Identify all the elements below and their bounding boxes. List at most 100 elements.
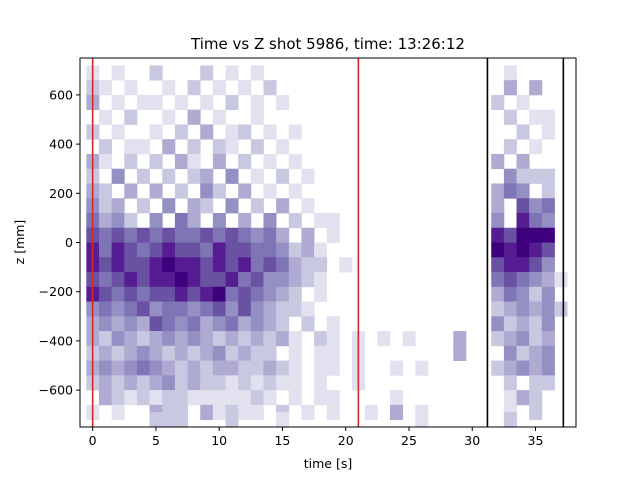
heatmap-cell [174,94,188,111]
heatmap-cell [250,375,264,391]
heatmap-cell [516,168,530,184]
heatmap-cell [225,390,239,406]
heatmap-cell [529,390,543,406]
heatmap-cell [288,345,302,361]
heatmap-cell [124,375,138,391]
heatmap-cell [187,286,201,302]
heatmap-cell [111,316,125,332]
heatmap-cell [529,286,543,302]
heatmap-cell [225,65,239,81]
heatmap-cell [250,390,264,406]
heatmap-cell [212,183,226,199]
heatmap-cell [238,272,252,288]
heatmap-cell [136,198,150,214]
heatmap-cell [516,257,530,273]
heatmap-cell [162,80,176,96]
heatmap-cell [124,301,138,317]
heatmap-cell [326,316,340,332]
heatmap-cell [149,183,163,199]
heatmap-cell [98,345,113,361]
heatmap-cell [98,375,113,391]
heatmap-cell [288,286,302,302]
heatmap-cell [200,183,214,199]
heatmap-cell [162,242,176,258]
y-tick-label: 400 [49,137,73,152]
heatmap-cell [98,109,113,125]
heatmap-cell [554,272,568,288]
heatmap-cell [301,272,315,288]
heatmap-cell [238,212,252,229]
heatmap-cell [174,301,188,317]
heatmap-cell [225,316,239,332]
heatmap-cell [288,183,302,199]
heatmap-cell [314,390,328,406]
heatmap-cell [541,257,555,273]
heatmap-cell [541,345,555,361]
heatmap-cell [288,153,302,170]
heatmap-cell [212,212,226,229]
heatmap-cell [225,168,239,184]
heatmap-cell [238,375,252,391]
heatmap-cell [98,227,113,243]
heatmap-cell [491,360,505,376]
heatmap-cell [276,198,290,214]
heatmap-cell [200,198,214,214]
heatmap-cell [212,331,226,347]
heatmap-cell [124,153,138,170]
heatmap-cell [98,316,113,332]
heatmap-cell [200,331,214,347]
heatmap-cell [491,212,505,229]
heatmap-cell [111,198,125,214]
heatmap-cell [529,168,543,184]
heatmap-cell [503,331,517,347]
heatmap-cell [250,109,264,125]
heatmap-cell [263,390,277,406]
heatmap-cell [174,316,188,332]
heatmap-cell [212,375,226,391]
heatmap-cell [174,390,188,406]
heatmap-cell [225,331,239,347]
heatmap-cell [288,360,302,376]
heatmap-cell [162,227,176,243]
heatmap-cell [263,124,277,140]
heatmap-cell [301,404,315,421]
heatmap-cell [98,242,113,258]
heatmap-cell [200,345,214,361]
heatmap-cell [162,139,176,155]
heatmap-cell [111,272,125,288]
heatmap-cell [124,139,138,155]
heatmap-cell [238,257,252,273]
heatmap-cell [238,360,252,376]
heatmap-cell [314,360,328,376]
x-tick-label: 0 [89,433,97,448]
heatmap-cell [516,272,530,288]
heatmap-cell [503,316,517,332]
heatmap-cell [541,316,555,332]
heatmap-cell [124,212,138,229]
heatmap-cell [326,390,340,406]
heatmap-cell [162,257,176,273]
heatmap-cell [225,286,239,302]
heatmap-cell [212,272,226,288]
heatmap-cell [288,390,302,406]
heatmap-cell [541,301,555,317]
heatmap-cell [541,286,555,302]
heatmap-cell [529,227,543,243]
heatmap-cell [98,212,113,229]
heatmap-cell [111,375,125,391]
heatmap-cell [162,109,176,125]
heatmap-cell [124,80,138,96]
heatmap-cell [541,212,555,229]
heatmap-cell [503,139,517,155]
heatmap-cell [276,257,290,273]
heatmap-cell [174,345,188,361]
heatmap-cell [187,345,201,361]
heatmap-cell [541,124,555,140]
heatmap-cell [516,301,530,317]
heatmap-cell [225,139,239,155]
heatmap-cell [149,212,163,229]
heatmap-cell [187,390,201,406]
heatmap-cell [529,257,543,273]
heatmap-cell [187,212,201,229]
heatmap-cell [174,286,188,302]
